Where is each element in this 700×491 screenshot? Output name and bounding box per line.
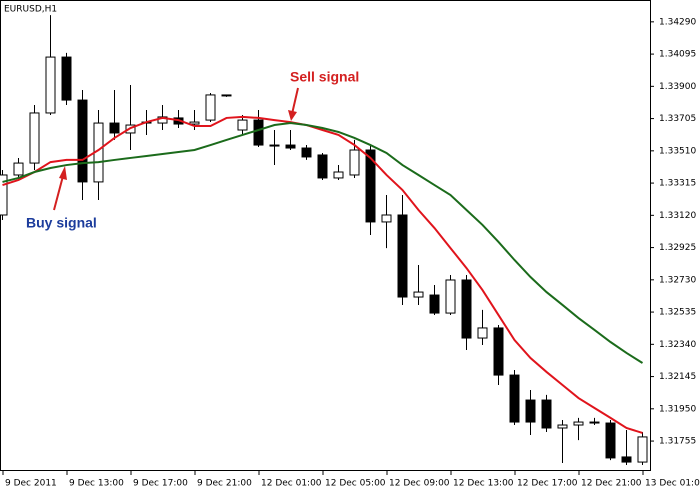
- candle-body: [29, 112, 40, 164]
- x-tick-label: 9 Dec 2011: [5, 479, 57, 489]
- candle-body: [413, 291, 424, 298]
- candle-body: [637, 436, 648, 463]
- candle-body: [493, 327, 504, 376]
- candle-body: [605, 422, 616, 459]
- y-tick-label: 1.31950: [659, 404, 696, 414]
- chart-title: EURUSD,H1: [4, 5, 57, 15]
- x-tick-label: 13 Dec 01:00: [645, 479, 700, 489]
- candle-body: [269, 144, 280, 147]
- candle-body: [557, 424, 568, 429]
- y-tick-label: 1.33120: [659, 211, 696, 221]
- ma-line: [2, 122, 644, 364]
- candle-body: [429, 294, 440, 314]
- y-tick-label: 1.32730: [659, 275, 696, 285]
- candle-body: [189, 121, 200, 125]
- candle-body: [509, 374, 520, 423]
- candle-body: [573, 421, 584, 426]
- annotation-arrow: [291, 87, 299, 115]
- y-tick-label: 1.33900: [659, 82, 696, 92]
- y-tick-label: 1.33315: [659, 179, 696, 189]
- annotation: Sell signal: [290, 69, 359, 85]
- candle-body: [621, 456, 632, 463]
- x-tick-label: 9 Dec 21:00: [197, 479, 252, 489]
- candle-body: [445, 279, 456, 314]
- candle-body: [77, 99, 88, 183]
- candle-body: [237, 119, 248, 131]
- candle-body: [381, 214, 392, 223]
- annotation-arrowhead: [288, 110, 297, 121]
- candle-body: [365, 149, 376, 223]
- candle-body: [541, 399, 552, 429]
- candle-body: [253, 119, 264, 146]
- x-tick-label: 12 Dec 21:00: [581, 479, 642, 489]
- x-tick-label: 12 Dec 05:00: [325, 479, 386, 489]
- candle-body: [285, 144, 296, 149]
- plot-frame: [0, 0, 651, 471]
- x-tick-label: 12 Dec 01:00: [261, 479, 322, 489]
- x-tick-label: 12 Dec 09:00: [389, 479, 450, 489]
- candle-body: [461, 279, 472, 339]
- y-tick-label: 1.31755: [659, 437, 696, 447]
- y-tick-label: 1.33705: [659, 114, 696, 124]
- candle-body: [349, 149, 360, 176]
- annotation-arrowhead: [59, 166, 67, 180]
- candle-body: [333, 171, 344, 179]
- y-tick-label: 1.32340: [659, 340, 696, 350]
- x-tick-label: 9 Dec 13:00: [69, 479, 124, 489]
- candle-body: [205, 94, 216, 121]
- candle-body: [109, 122, 120, 134]
- candle-body: [477, 327, 488, 339]
- candle-body: [61, 56, 72, 101]
- candle-body: [0, 174, 8, 216]
- candle-body: [525, 399, 536, 423]
- annotation-arrow: [53, 175, 64, 211]
- annotation: Buy signal: [26, 215, 97, 231]
- y-tick-label: 1.33510: [659, 146, 696, 156]
- y-tick-label: 1.34095: [659, 50, 696, 60]
- x-tick-label: 12 Dec 17:00: [517, 479, 578, 489]
- ma-line: [2, 115, 643, 434]
- candle-body: [397, 214, 408, 298]
- x-tick-label: 9 Dec 17:00: [133, 479, 188, 489]
- y-tick-label: 1.34290: [659, 17, 696, 27]
- y-tick-label: 1.32535: [659, 308, 696, 318]
- y-tick-label: 1.32925: [659, 243, 696, 253]
- candle-body: [45, 56, 56, 114]
- candle-body: [301, 147, 312, 158]
- y-tick-label: 1.32145: [659, 372, 696, 382]
- candle-body: [589, 421, 600, 424]
- candle-body: [221, 94, 232, 97]
- candle-body: [13, 162, 24, 176]
- x-tick-label: 12 Dec 13:00: [453, 479, 514, 489]
- candle-body: [317, 154, 328, 179]
